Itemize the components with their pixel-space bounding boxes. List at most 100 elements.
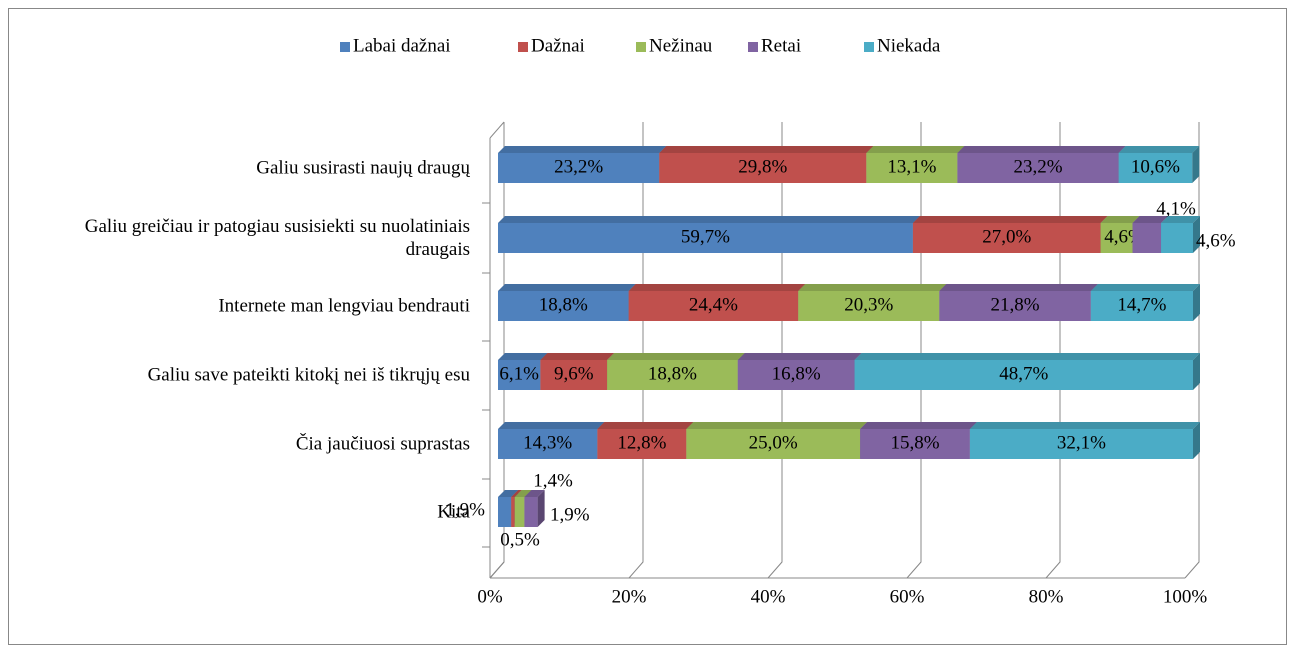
data-label: 1,9% bbox=[445, 499, 485, 520]
bar-top bbox=[1161, 216, 1200, 223]
data-label: 4,6% bbox=[1196, 230, 1236, 251]
legend-label: Nežinau bbox=[649, 35, 713, 56]
bar-top bbox=[1132, 216, 1169, 223]
bar bbox=[628, 291, 799, 321]
data-label: 14,7% bbox=[1117, 294, 1166, 315]
bar-side bbox=[1193, 422, 1200, 459]
data-label: 10,6% bbox=[1131, 156, 1180, 177]
bar-top bbox=[939, 284, 1098, 291]
data-label: 16,8% bbox=[772, 363, 821, 384]
x-tick-label: 0% bbox=[477, 586, 503, 607]
bar bbox=[866, 153, 958, 183]
data-label: 18,8% bbox=[539, 294, 588, 315]
bar bbox=[1161, 223, 1193, 253]
bar bbox=[498, 429, 598, 459]
bar bbox=[514, 497, 525, 527]
data-label: 48,7% bbox=[999, 363, 1048, 384]
bar bbox=[498, 153, 660, 183]
bar-top bbox=[659, 146, 874, 153]
bar bbox=[854, 360, 1193, 390]
bar-top bbox=[511, 490, 522, 497]
bar-top bbox=[1090, 284, 1200, 291]
data-label: 6,1% bbox=[499, 363, 539, 384]
bar bbox=[686, 429, 861, 459]
y-tick-label: Čia jaučiuosi suprastas bbox=[295, 433, 470, 455]
legend-label: Labai dažnai bbox=[353, 35, 451, 56]
bar-top bbox=[969, 422, 1200, 429]
legend-swatch bbox=[518, 42, 528, 52]
data-label: 20,3% bbox=[844, 294, 893, 315]
y-tick-label: Internete man lengviau bendrauti bbox=[218, 295, 470, 317]
bar-top bbox=[498, 353, 548, 360]
bar-top bbox=[866, 146, 965, 153]
legend-swatch bbox=[636, 42, 646, 52]
bar-top bbox=[524, 490, 545, 497]
bar bbox=[912, 223, 1101, 253]
bar bbox=[540, 360, 608, 390]
x-tick-label: 60% bbox=[890, 586, 925, 607]
x-tick-label: 80% bbox=[1029, 586, 1064, 607]
bar-top bbox=[860, 422, 977, 429]
data-label: 9,6% bbox=[554, 363, 594, 384]
bar bbox=[524, 497, 538, 527]
grid-line bbox=[628, 122, 644, 579]
bar bbox=[737, 360, 855, 390]
bar-top bbox=[1118, 146, 1200, 153]
bar-top bbox=[737, 353, 862, 360]
bar bbox=[860, 429, 970, 459]
data-label: 15,8% bbox=[890, 432, 939, 453]
data-label: 27,0% bbox=[982, 226, 1031, 247]
bar-top bbox=[498, 422, 605, 429]
bar bbox=[511, 497, 515, 527]
bar-top bbox=[514, 490, 532, 497]
bar bbox=[498, 223, 913, 253]
data-label: 13,1% bbox=[887, 156, 936, 177]
data-label: 1,4% bbox=[533, 470, 573, 491]
bar bbox=[1090, 291, 1193, 321]
y-tick-label: Kita bbox=[437, 501, 470, 523]
data-label: 24,4% bbox=[689, 294, 738, 315]
bar bbox=[939, 291, 1091, 321]
bar-side bbox=[1193, 284, 1200, 321]
grid-line bbox=[489, 122, 505, 579]
bar-top bbox=[498, 146, 667, 153]
bar bbox=[1100, 223, 1133, 253]
bar-top bbox=[607, 353, 745, 360]
legend-swatch bbox=[748, 42, 758, 52]
x-tick-label: 40% bbox=[751, 586, 786, 607]
grid-line bbox=[1045, 122, 1061, 579]
bar-top bbox=[498, 490, 519, 497]
x-tick-label: 20% bbox=[612, 586, 647, 607]
bar bbox=[659, 153, 867, 183]
bar-top bbox=[628, 284, 806, 291]
chart-frame bbox=[8, 8, 1287, 645]
bar-top bbox=[597, 422, 694, 429]
data-label: 32,1% bbox=[1057, 432, 1106, 453]
bar bbox=[1132, 223, 1162, 253]
data-label: 18,8% bbox=[648, 363, 697, 384]
bar bbox=[498, 291, 629, 321]
data-label: 0,5% bbox=[500, 529, 540, 550]
bar-side bbox=[537, 490, 545, 527]
data-label: 23,2% bbox=[554, 156, 603, 177]
y-tick-label: Galiu save pateikti kitokį nei iš tikrųj… bbox=[147, 364, 470, 386]
bar bbox=[798, 291, 940, 321]
bar bbox=[1118, 153, 1193, 183]
bar-top bbox=[1100, 216, 1140, 223]
y-tick-label: Galiu susirasti naujų draugų bbox=[256, 157, 470, 179]
legend-label: Retai bbox=[761, 35, 801, 56]
bar-side bbox=[1193, 216, 1200, 253]
legend-swatch bbox=[864, 42, 874, 52]
y-tick-label: Galiu greičiau ir patogiau susisiekti su… bbox=[84, 216, 470, 260]
data-label: 4,1% bbox=[1156, 198, 1196, 219]
legend-label: Niekada bbox=[877, 35, 941, 56]
bar bbox=[607, 360, 738, 390]
legend-label: Dažnai bbox=[531, 35, 585, 56]
data-label: 14,3% bbox=[523, 432, 572, 453]
bar-top bbox=[854, 353, 1200, 360]
grid-line bbox=[767, 122, 783, 579]
bar bbox=[498, 497, 512, 527]
data-label: 12,8% bbox=[617, 432, 666, 453]
x-tick-label: 100% bbox=[1163, 586, 1208, 607]
